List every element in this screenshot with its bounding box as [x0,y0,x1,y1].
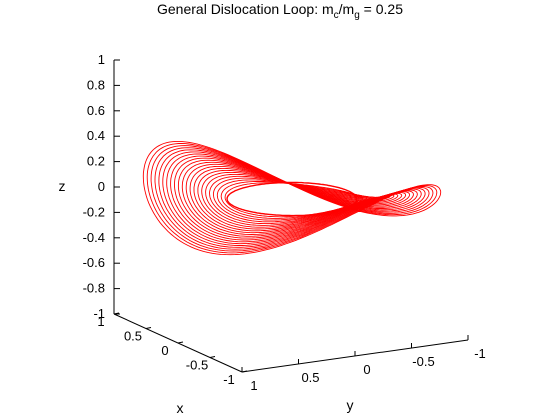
z-axis-label: z [59,178,66,194]
z-tick-label: 0.8 [87,77,105,92]
x-tick [241,370,248,373]
title-suffix: = 0.25 [360,1,403,17]
x-tick-label: 1 [97,314,104,329]
x-tick-label: 0 [161,343,168,358]
x-tick [177,341,184,344]
x-tick-label: -0.5 [186,358,208,373]
y-tick-label: 1 [250,378,257,393]
x-tick-label: 0.5 [124,329,142,344]
z-tick-label: 0 [98,179,105,194]
x-tick-label: -1 [223,372,235,387]
x-axis-label: x [177,400,184,416]
y-tick-label: -0.5 [412,354,434,369]
contour-line [177,159,407,239]
y-tick-label: 0 [363,362,370,377]
contour-line [154,147,430,250]
chart-title: General Dislocation Loop: mc/mg = 0.25 [157,1,403,21]
contour-line [174,157,410,241]
x-tick [113,312,120,315]
axis-ticks: 10.80.60.40.20-0.2-0.4-0.6-0.8-110.50-0.… [83,52,486,393]
title-prefix: General Dislocation Loop: m [157,1,334,17]
z-tick-label: 0.2 [87,154,105,169]
contour-line [185,163,399,235]
x-tick [145,327,152,329]
z-tick-label: -0.8 [83,281,105,296]
z-tick-label: 0.4 [87,128,105,143]
dislocation-loop [226,181,358,217]
y-tick-label: 0.5 [301,370,319,385]
z-tick-label: -0.4 [83,230,105,245]
title-middle: /m [339,1,355,17]
z-tick-label: -0.2 [83,204,105,219]
z-tick-label: -0.6 [83,255,105,270]
z-tick-label: 0.6 [87,103,105,118]
x-tick [209,356,216,358]
contour-line [150,145,434,252]
contour-line [189,165,395,234]
title-sub-g: g [354,10,360,21]
title-sub-c: c [334,10,339,21]
y-tick-label: -1 [474,346,486,361]
z-tick-label: 1 [98,52,105,67]
contour-line [146,143,438,254]
contour-line [181,161,403,237]
z-tick-label: -1 [93,306,105,321]
contour-line [142,140,442,256]
y-axis-label: y [347,397,354,413]
loop-traces [142,140,442,256]
